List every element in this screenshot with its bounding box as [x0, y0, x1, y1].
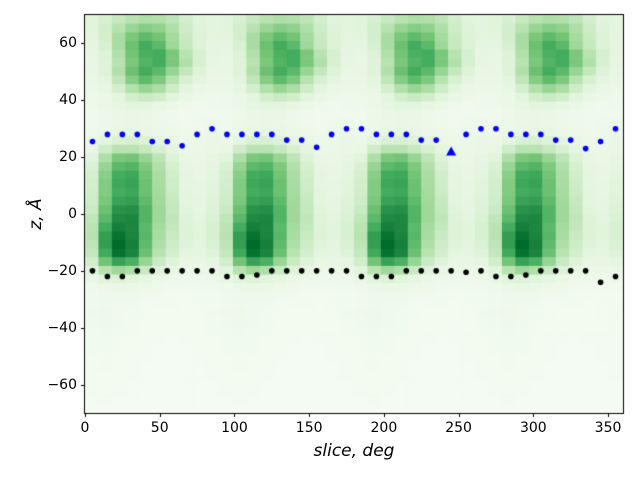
x-tick-label: 150 — [295, 420, 323, 436]
y-axis-label: z, Å — [26, 198, 46, 230]
x-tick-label: 100 — [221, 420, 248, 436]
x-axis-label: slice, deg — [313, 441, 395, 461]
y-tick-label: 0 — [68, 206, 77, 222]
x-tick-label: 250 — [445, 420, 472, 436]
y-tick-label: −40 — [47, 319, 77, 336]
x-tick-label: 0 — [80, 420, 90, 436]
y-tick-label: −60 — [47, 376, 77, 393]
x-tick-label: 200 — [370, 420, 398, 436]
y-tick-label: −20 — [47, 262, 77, 279]
x-tick-label: 350 — [594, 420, 622, 436]
x-tick-label: 50 — [150, 420, 169, 436]
y-tick-label: 40 — [59, 92, 77, 109]
x-tick-label: 300 — [519, 420, 547, 436]
y-tick-label: 20 — [59, 149, 77, 166]
y-tick-label: 60 — [59, 35, 77, 52]
